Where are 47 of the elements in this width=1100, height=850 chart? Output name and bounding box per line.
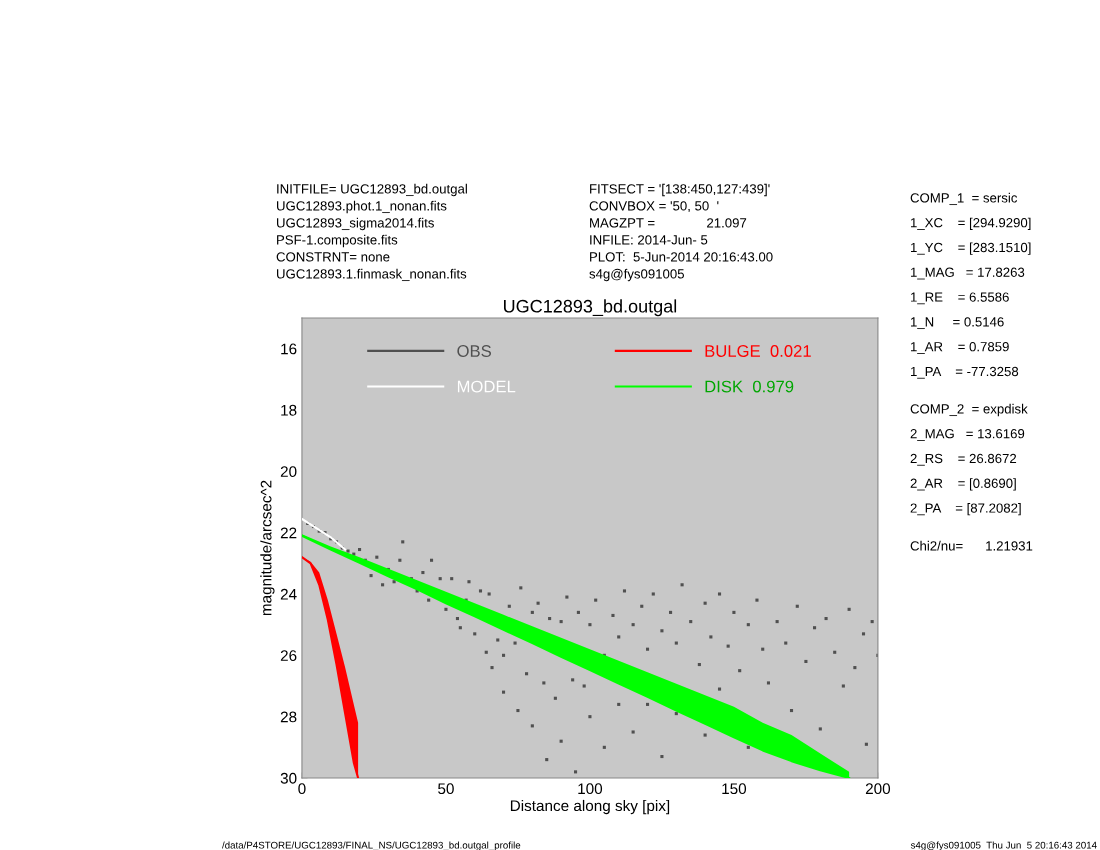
text: 1_AR = 0.7859: [911, 342, 1009, 354]
text: s4g@fys091005 Thu Jun 5 20:16:43 2014: [910, 841, 1097, 850]
y-tick-label: 28: [280, 711, 297, 723]
legend-label: BULGE 0.021: [705, 345, 811, 357]
text: UGC12893.1.finmask_nonan.fits: [277, 268, 467, 282]
y-axis-title: magnitude/arcsec^2: [260, 480, 275, 616]
x-axis-title: Distance along sky [pix]: [510, 799, 670, 815]
x-tick-label: 50: [438, 783, 454, 795]
text: 2_AR = [0.8690]: [910, 478, 1016, 491]
text: 1_PA = -77.3258: [911, 366, 1019, 379]
text: 2_RS = 26.8672: [910, 453, 1017, 466]
text: 1_RE = 6.5586: [911, 292, 1009, 305]
text: UGC12893_sigma2014.fits: [277, 217, 434, 231]
text: s4g@fys091005: [589, 268, 684, 282]
text: PSF-1.composite.fits: [277, 234, 398, 248]
x-tick-label: 100: [578, 783, 603, 795]
text: INITFILE= UGC12893_bd.outgal: [277, 183, 467, 197]
text: COMP_2 = expdisk: [910, 403, 1028, 417]
legend-label: OBS: [457, 345, 491, 357]
chart-title: UGC12893_bd.outgal: [504, 299, 677, 317]
y-tick-label: 22: [280, 527, 297, 539]
y-tick-label: 20: [280, 466, 297, 478]
legend-label: DISK 0.979: [705, 380, 794, 393]
text: MAGZPT = 21.097: [590, 218, 747, 228]
x-tick-label: 200: [865, 783, 891, 795]
y-tick-label: 30: [280, 772, 297, 784]
text: 1_N = 0.5146: [911, 317, 1004, 330]
text: 1_XC = [294.9290]: [911, 217, 1031, 230]
x-tick-label: 150: [722, 783, 747, 795]
text: 2_MAG = 13.6169: [910, 429, 1025, 441]
text: Chi2/nu= 1.21931: [910, 540, 1033, 551]
text: /data/P4STORE/UGC12893/FINAL_NS/UGC12893_bd.outgal_profile: [222, 841, 521, 850]
text: 2_PA = [87.2082]: [910, 503, 1021, 516]
y-tick-label: 26: [280, 650, 297, 662]
text: PLOT: 5-Jun-2014 20:16:43.00: [590, 252, 773, 262]
text: UGC12893.phot.1_nonan.fits: [277, 200, 447, 214]
text: 1_YC = [283.1510]: [911, 242, 1031, 255]
y-tick-label: 24: [280, 588, 297, 600]
text: CONVBOX = '50, 50 ': [589, 201, 719, 213]
y-tick-label: 18: [281, 404, 297, 416]
text: COMP_1 = sersic: [910, 192, 1018, 206]
x-tick-label: 0: [298, 783, 306, 795]
text: FITSECT = '[138:450,127:439]': [590, 183, 770, 197]
text: CONSTRNT= none: [276, 252, 390, 262]
text: INFILE: 2014-Jun- 5: [590, 235, 708, 245]
text: 1_MAG = 17.8263: [911, 267, 1025, 280]
y-tick-label: 16: [281, 343, 297, 355]
